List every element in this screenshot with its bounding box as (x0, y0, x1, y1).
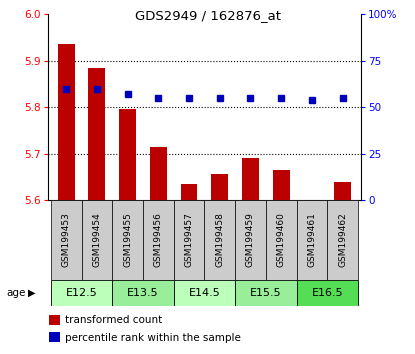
Text: ▶: ▶ (28, 288, 36, 298)
Text: E16.5: E16.5 (311, 288, 343, 298)
Bar (173, 280, 235, 306)
Bar (181, 184, 198, 200)
Bar (51, 280, 112, 306)
Bar (49, 315, 60, 325)
Bar (266, 200, 297, 280)
Text: GSM199455: GSM199455 (123, 212, 132, 267)
Bar (211, 175, 228, 200)
Text: GSM199461: GSM199461 (308, 212, 316, 267)
Text: transformed count: transformed count (65, 315, 162, 325)
Text: GSM199462: GSM199462 (338, 212, 347, 267)
Bar (297, 280, 358, 306)
Text: E14.5: E14.5 (188, 288, 220, 298)
Bar (334, 182, 351, 200)
Bar (242, 158, 259, 200)
Bar (51, 200, 81, 280)
Text: E12.5: E12.5 (66, 288, 98, 298)
Text: GSM199459: GSM199459 (246, 212, 255, 267)
Text: GSM199458: GSM199458 (215, 212, 224, 267)
Bar (205, 200, 235, 280)
Bar (112, 280, 173, 306)
Text: GSM199456: GSM199456 (154, 212, 163, 267)
Bar (150, 147, 167, 200)
Text: percentile rank within the sample: percentile rank within the sample (65, 333, 241, 343)
Text: GSM199454: GSM199454 (93, 212, 101, 267)
Bar (235, 280, 297, 306)
Text: GDS2949 / 162876_at: GDS2949 / 162876_at (134, 9, 281, 22)
Bar (112, 200, 143, 280)
Bar (49, 332, 60, 342)
Bar (119, 109, 136, 200)
Bar (143, 200, 173, 280)
Bar (173, 200, 205, 280)
Bar (327, 200, 358, 280)
Text: E15.5: E15.5 (250, 288, 282, 298)
Bar (58, 44, 75, 200)
Text: GSM199457: GSM199457 (185, 212, 193, 267)
Bar (88, 68, 105, 200)
Bar (297, 200, 327, 280)
Bar (273, 170, 290, 200)
Text: E13.5: E13.5 (127, 288, 159, 298)
Text: age: age (6, 288, 26, 298)
Text: GSM199460: GSM199460 (277, 212, 286, 267)
Bar (81, 200, 112, 280)
Text: GSM199453: GSM199453 (62, 212, 71, 267)
Bar (235, 200, 266, 280)
